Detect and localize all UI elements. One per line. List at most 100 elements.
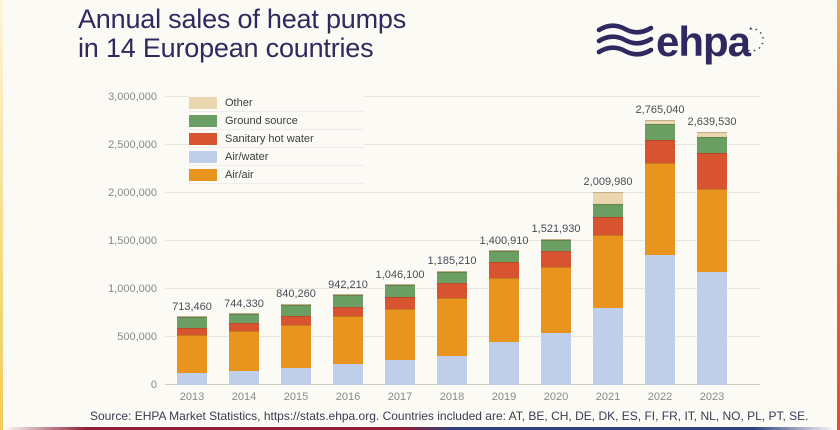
legend-label: Air/air <box>225 168 254 181</box>
bar-segment-other-2021 <box>593 192 623 205</box>
bar-total-label-2015: 840,260 <box>276 288 316 301</box>
bar-segment-ground-source-2017 <box>385 285 415 297</box>
legend-swatch <box>189 168 217 181</box>
bar-group-2018 <box>437 271 467 385</box>
bar-group-2021 <box>593 192 623 385</box>
bar-segment-ground-source-2015 <box>281 304 311 316</box>
bar-segment-sanitary-hot-water-2022 <box>645 140 675 164</box>
x-tick-label-2021: 2021 <box>595 391 621 403</box>
bar-segment-air-water-2020 <box>541 333 571 385</box>
gridline <box>165 240 760 241</box>
bar-segment-ground-source-2018 <box>437 272 467 284</box>
bar-segment-other-2014 <box>229 313 259 315</box>
y-tick-label: 2,000,000 <box>108 187 157 199</box>
svg-text:★: ★ <box>758 46 761 50</box>
bottom-edge-accent <box>3 427 837 430</box>
y-tick-label: 3,000,000 <box>108 91 157 103</box>
x-tick-label-2015: 2015 <box>283 391 309 403</box>
bar-segment-ground-source-2016 <box>333 295 363 307</box>
x-tick-label-2016: 2016 <box>335 391 361 403</box>
bar-segment-sanitary-hot-water-2018 <box>437 283 467 299</box>
bar-segment-air-air-2020 <box>541 267 571 334</box>
bar-segment-ground-source-2014 <box>229 314 259 324</box>
legend-swatch <box>189 150 217 163</box>
eu-stars-icon: ★ ★ ★ ★ ★ ★ ★ ★ ★ <box>744 26 765 53</box>
svg-text:★: ★ <box>749 26 753 32</box>
bar-total-label-2016: 942,210 <box>328 278 368 291</box>
bar-segment-ground-source-2013 <box>177 317 207 328</box>
bar-segment-air-water-2019 <box>489 341 519 385</box>
bar-segment-air-air-2014 <box>229 331 259 371</box>
bar-segment-air-water-2014 <box>229 370 259 385</box>
bar-segment-sanitary-hot-water-2023 <box>697 153 727 189</box>
legend-item-sanitary-hot-water: Sanitary hot water <box>189 130 364 148</box>
page-title-line2: in 14 European countries <box>78 33 374 63</box>
bar-segment-sanitary-hot-water-2014 <box>229 323 259 332</box>
legend-item-other: Other <box>189 94 364 112</box>
bar-segment-sanitary-hot-water-2020 <box>541 250 571 268</box>
bar-total-label-2023: 2,639,530 <box>687 115 737 128</box>
bar-segment-sanitary-hot-water-2021 <box>593 216 623 236</box>
bar-segment-air-air-2018 <box>437 298 467 357</box>
svg-text:★: ★ <box>762 36 765 40</box>
left-edge-accent <box>0 0 3 430</box>
bar-segment-air-air-2017 <box>385 308 415 360</box>
bar-group-2013 <box>177 316 207 385</box>
page-title-line1: Annual sales of heat pumps <box>78 4 407 34</box>
bar-segment-sanitary-hot-water-2016 <box>333 306 363 317</box>
bar-group-2014 <box>229 313 259 385</box>
bar-segment-other-2018 <box>437 271 467 273</box>
bar-total-label-2014: 744,330 <box>224 297 264 310</box>
bar-group-2019 <box>489 250 519 385</box>
bar-segment-other-2020 <box>541 238 571 240</box>
bar-group-2016 <box>333 294 363 385</box>
bar-segment-air-water-2021 <box>593 308 623 385</box>
right-edge-accent <box>837 0 840 430</box>
source-note: Source: EHPA Market Statistics, https://… <box>90 409 809 423</box>
legend-item-air-water: Air/water <box>189 148 364 166</box>
bar-segment-other-2013 <box>177 316 207 317</box>
legend-item-ground-source: Ground source <box>189 112 364 130</box>
x-tick-label-2018: 2018 <box>439 391 465 403</box>
legend-item-air-air: Air/air <box>189 166 364 184</box>
svg-text:★: ★ <box>755 28 758 32</box>
bar-total-label-2013: 713,460 <box>172 300 212 313</box>
bar-segment-air-water-2015 <box>281 367 311 385</box>
bar-segment-air-air-2023 <box>697 188 727 272</box>
gridline <box>165 144 760 145</box>
ehpa-logo: ehpa ★ ★ ★ ★ ★ ★ ★ ★ ★ <box>596 6 766 78</box>
bar-segment-other-2016 <box>333 294 363 296</box>
y-tick-label: 1,000,000 <box>108 283 157 295</box>
legend-swatch <box>189 96 217 109</box>
bar-segment-ground-source-2019 <box>489 251 519 263</box>
bar-segment-air-air-2016 <box>333 316 363 364</box>
bar-segment-air-water-2016 <box>333 363 363 385</box>
x-tick-label-2023: 2023 <box>699 391 725 403</box>
bar-segment-sanitary-hot-water-2019 <box>489 262 519 279</box>
legend-label: Ground source <box>225 114 298 127</box>
bar-group-2015 <box>281 303 311 385</box>
bar-segment-air-air-2019 <box>489 278 519 342</box>
y-tick-label: 500,000 <box>117 331 157 343</box>
gridline <box>165 192 760 193</box>
bar-segment-sanitary-hot-water-2015 <box>281 315 311 325</box>
bar-total-label-2019: 1,400,910 <box>479 234 529 247</box>
bar-segment-sanitary-hot-water-2017 <box>385 296 415 309</box>
svg-text:★: ★ <box>748 48 751 52</box>
bar-total-label-2018: 1,185,210 <box>427 255 477 268</box>
bar-segment-ground-source-2020 <box>541 239 571 251</box>
x-tick-label-2017: 2017 <box>387 391 413 403</box>
svg-text:★: ★ <box>761 41 764 45</box>
bar-segment-air-air-2015 <box>281 324 311 368</box>
bar-total-label-2020: 1,521,930 <box>531 222 581 235</box>
legend-label: Other <box>225 96 253 109</box>
svg-text:★: ★ <box>744 46 747 50</box>
bar-segment-other-2023 <box>697 131 727 137</box>
chart-legend: Other Ground source Sanitary hot water Air/… <box>189 94 364 184</box>
bar-segment-air-air-2021 <box>593 235 623 309</box>
bar-segment-other-2017 <box>385 284 415 286</box>
bar-segment-air-water-2018 <box>437 356 467 385</box>
legend-swatch <box>189 114 217 127</box>
